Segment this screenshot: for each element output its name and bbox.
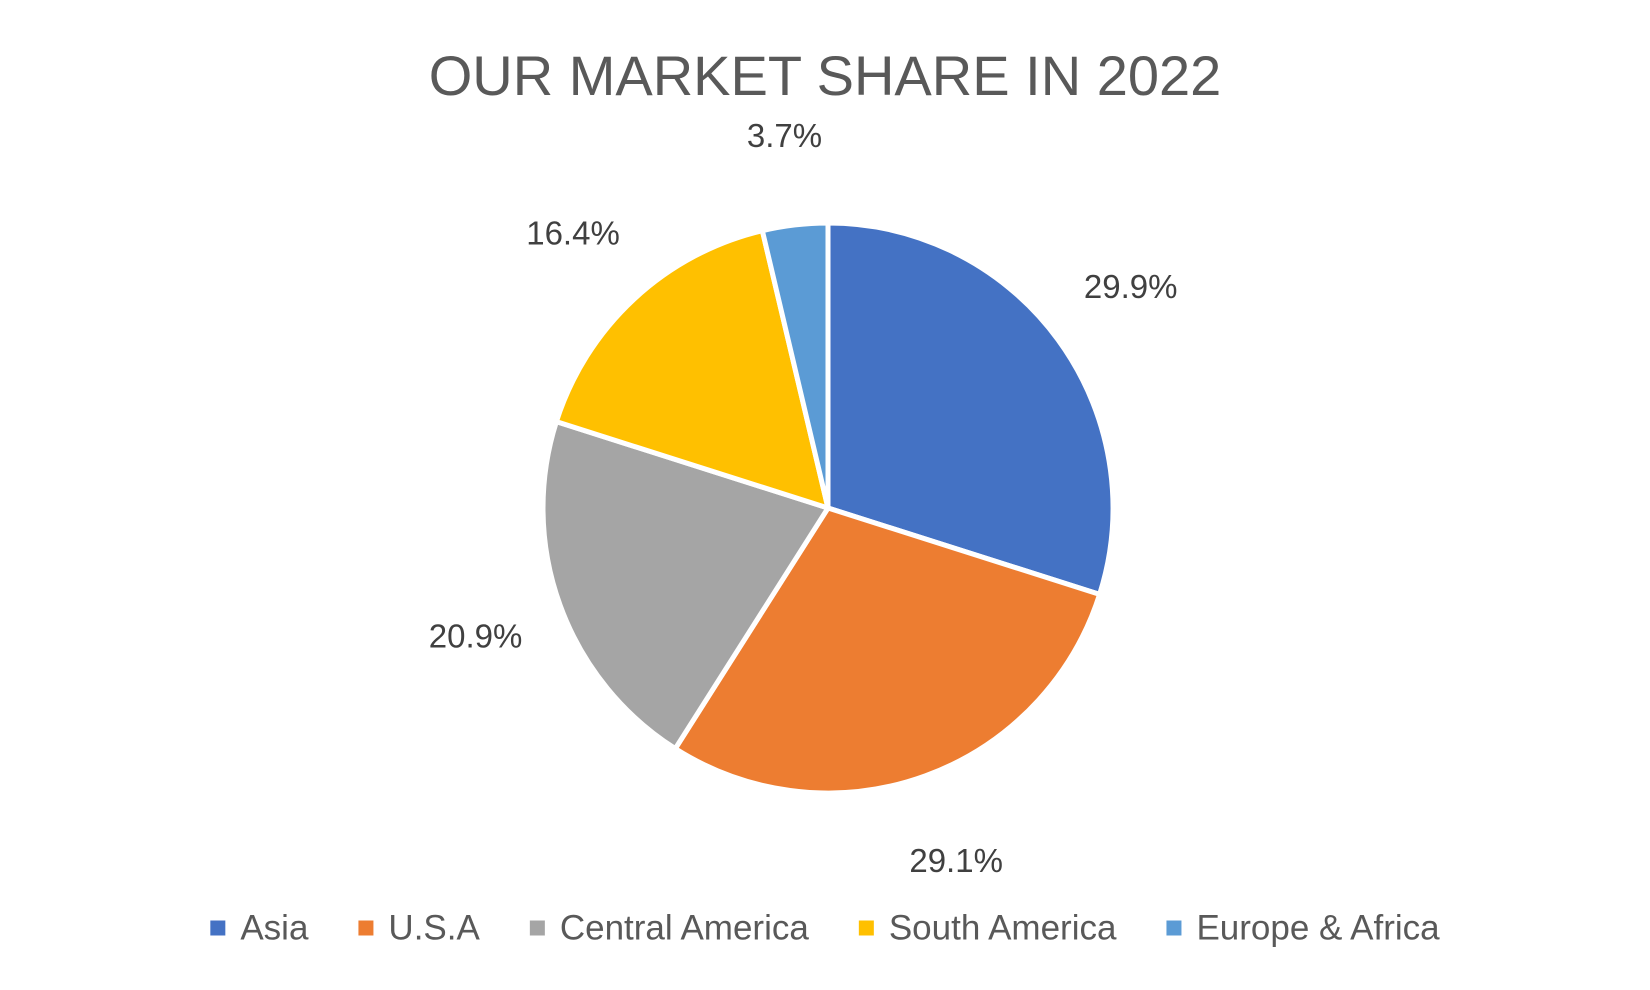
data-label-u-s-a: 29.1% xyxy=(909,842,1003,879)
data-labels: 29.9% 29.1% 20.9% 16.4% 3.7% xyxy=(429,117,1178,879)
chart-title: OUR MARKET SHARE IN 2022 xyxy=(429,44,1222,107)
legend-swatch-u-s-a xyxy=(358,920,374,936)
legend-swatch-europe-africa xyxy=(1166,920,1182,936)
pie-slice-south-america xyxy=(553,228,831,511)
legend-swatch-south-america xyxy=(858,920,874,936)
pie-slices xyxy=(540,220,1116,796)
data-label-south-america: 16.4% xyxy=(526,215,620,252)
legend: Asia U.S.A Central America South America Eur… xyxy=(210,909,1440,948)
legend-item-u-s-a: U.S.A xyxy=(358,909,480,948)
data-label-asia: 29.9% xyxy=(1084,268,1178,305)
legend-swatch-asia xyxy=(210,920,226,936)
legend-label-asia: Asia xyxy=(240,909,309,948)
data-label-central-america: 20.9% xyxy=(429,618,523,655)
legend-label-europe-africa: Europe & Africa xyxy=(1196,909,1440,948)
legend-item-south-america: South America xyxy=(858,909,1117,948)
pie-slice-central-america xyxy=(540,419,831,752)
pie-slice-europe-africa xyxy=(759,220,831,511)
legend-label-south-america: South America xyxy=(889,909,1117,948)
legend-swatch-central-america xyxy=(529,920,545,936)
legend-label-central-america: Central America xyxy=(560,909,810,948)
legend-item-central-america: Central America xyxy=(529,909,810,948)
data-label-europe-africa: 3.7% xyxy=(747,117,822,154)
legend-item-asia: Asia xyxy=(210,909,309,948)
pie-slice-u-s-a xyxy=(672,505,1103,796)
pie-slice-asia xyxy=(825,220,1116,597)
legend-label-u-s-a: U.S.A xyxy=(388,909,480,948)
legend-item-europe-africa: Europe & Africa xyxy=(1166,909,1440,948)
